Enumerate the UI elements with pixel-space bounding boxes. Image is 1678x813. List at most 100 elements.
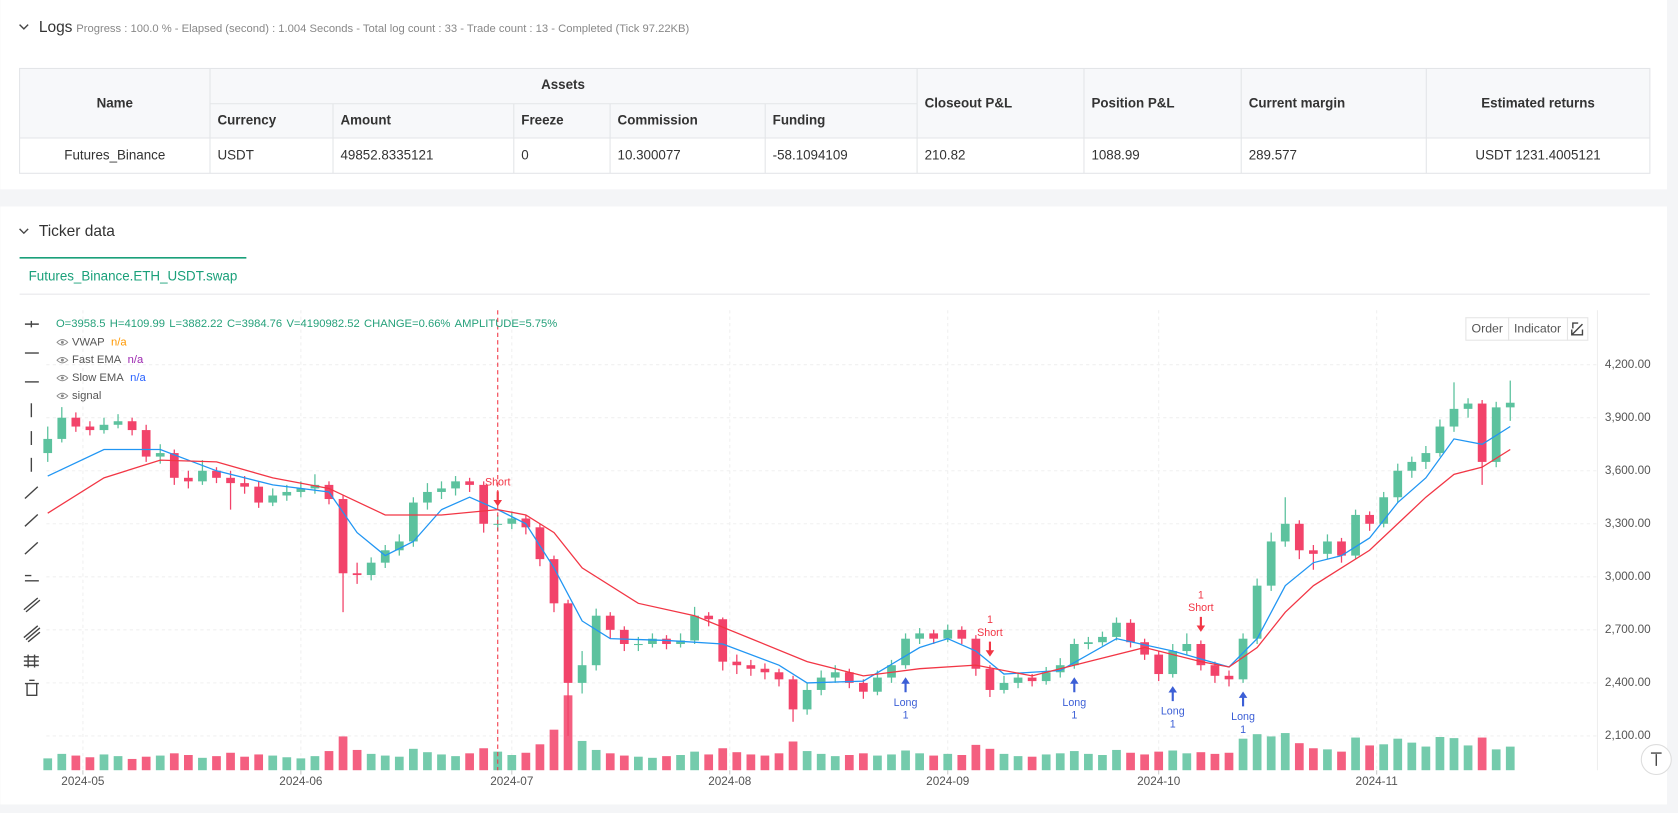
visibility-icon (56, 339, 69, 346)
volume-bar (1266, 736, 1276, 771)
candle-body (212, 470, 221, 478)
legend-entry: Slow EMA n/a (72, 372, 147, 384)
signal-label: Long (1161, 706, 1185, 718)
volume-bar (155, 755, 165, 771)
candle-body (282, 491, 292, 496)
ticker-tab[interactable]: Futures_Binance.ETH_USDT.swap (29, 269, 238, 284)
tool-icon[interactable] (23, 654, 39, 668)
x-tick-label: 2024-08 (708, 775, 752, 788)
volume-bar (830, 756, 840, 771)
table-header: Name (97, 95, 133, 110)
volume-bar (676, 755, 685, 771)
ticker-title: Ticker data (39, 223, 115, 240)
candle-body (1421, 453, 1431, 462)
volume-bar (310, 756, 320, 771)
tool-icon[interactable] (23, 597, 41, 613)
signal-arrow (1070, 677, 1079, 693)
volume-bar (943, 753, 953, 771)
volume-bar (1069, 751, 1079, 771)
collapse-icon[interactable] (19, 24, 29, 30)
volume-bar (71, 755, 81, 771)
candle-body (127, 421, 137, 431)
legend-entry: VWAP n/a (72, 336, 127, 348)
table-header: Currency (217, 112, 276, 127)
collapse-icon[interactable] (19, 228, 29, 235)
volume-bar (1365, 745, 1374, 771)
table-cell: 49852.8335121 (341, 148, 434, 163)
candle-body (690, 615, 699, 641)
candle-body (1041, 672, 1051, 682)
indicator-button-label[interactable]: Indicator (1514, 322, 1561, 336)
tool-icon[interactable] (24, 320, 39, 328)
candle-body (366, 562, 376, 576)
candle-body (591, 615, 601, 666)
assets-table: Currency Amount Freeze Commission Funding Clo… (19, 67, 1651, 174)
volume-bar (268, 755, 278, 771)
signal-label: Short (485, 477, 511, 489)
visibility-icon (56, 392, 69, 400)
candle-body (451, 481, 460, 489)
tool-icon[interactable] (24, 514, 39, 527)
volume-bar (1280, 733, 1290, 771)
volume-bar (1126, 752, 1135, 771)
candle-body (155, 453, 165, 457)
volume-bar (844, 755, 854, 771)
volume-bar (1041, 754, 1051, 771)
legend-entry: signal (72, 390, 101, 402)
signal-count: 1 (1071, 710, 1077, 722)
volume-bar (535, 744, 545, 771)
candle-body (844, 672, 854, 683)
order-button-label[interactable]: Order (1472, 322, 1503, 336)
volume-bar (718, 748, 728, 771)
table-cell: -58.1094109 (773, 148, 848, 163)
volume-bar (1351, 737, 1360, 771)
scroll-icon (1650, 752, 1662, 766)
volume-bar (507, 755, 517, 771)
volume-bar (1477, 737, 1487, 771)
volume-bar (1463, 745, 1473, 771)
visibility-icon (56, 357, 69, 364)
candle-body (1505, 402, 1515, 408)
tool-icon[interactable] (24, 679, 39, 697)
legend-name: Fast EMA (72, 354, 122, 366)
legend-name: signal (72, 390, 101, 402)
signal-count: 1 (987, 614, 993, 626)
signal-arrow (901, 677, 910, 693)
candle-body (1140, 642, 1149, 655)
volume-bar (1013, 756, 1023, 771)
logs-status: Progress : 100.0 % - Elapsed (second) : … (76, 23, 689, 35)
tool-icon[interactable] (24, 574, 39, 582)
volume-bar (1449, 738, 1459, 771)
candle-body (619, 629, 629, 644)
visibility-icon (60, 358, 64, 362)
table-header: Assets (541, 77, 585, 92)
volume-bar (591, 749, 601, 771)
ohlc-field: O=3958.5 (56, 318, 106, 330)
volume-bar (296, 758, 306, 771)
volume-bar (1393, 738, 1403, 771)
volume-bar (704, 754, 714, 771)
volume-bar (366, 753, 376, 771)
candle-body (296, 488, 306, 492)
logs-title: Logs (39, 19, 73, 36)
volume-bar (423, 752, 432, 771)
tool-icon[interactable] (24, 541, 39, 555)
candle-body (1477, 403, 1487, 462)
drawing-toolbar (23, 320, 41, 697)
candle-body (971, 638, 981, 669)
candle-body (479, 484, 489, 524)
volume-bar (1027, 756, 1037, 771)
table-cell: 210.82 (925, 148, 966, 163)
ohlc-field: H=4109.99 (110, 318, 165, 330)
candle-body (1013, 677, 1023, 683)
candle-body (704, 615, 714, 620)
candle-body (409, 502, 418, 542)
volume-bar (971, 744, 981, 771)
tool-icon[interactable] (23, 625, 41, 643)
tool-icon[interactable] (24, 486, 39, 500)
volume-bar (1505, 746, 1515, 771)
candle-body (873, 677, 882, 692)
signal-arrow (985, 641, 995, 657)
candle-body (605, 615, 615, 630)
volume-bar (746, 754, 756, 771)
